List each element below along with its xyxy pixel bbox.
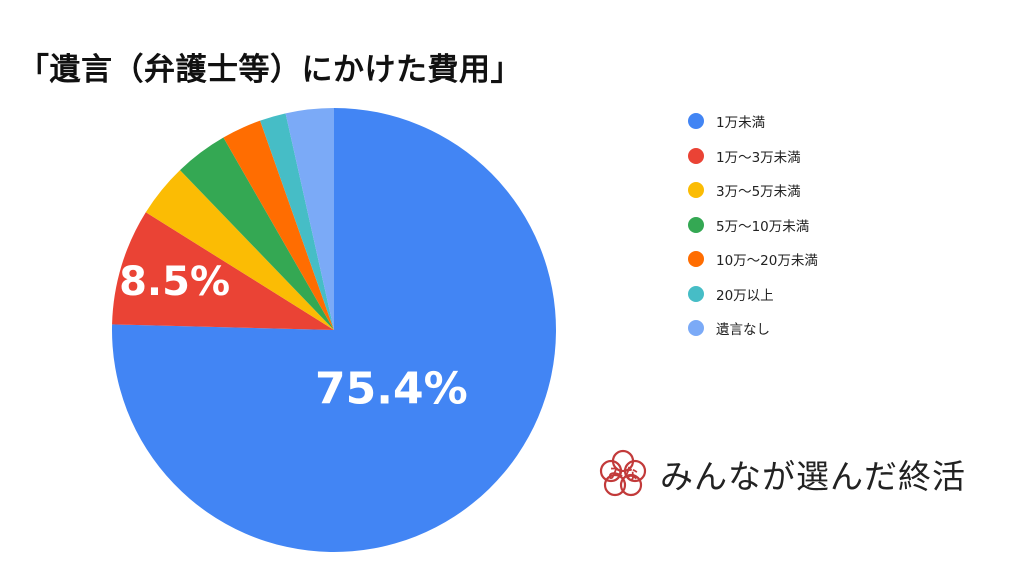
svg-text:みな: みな [608, 465, 638, 483]
pie-slice [180, 137, 334, 330]
data-label: 8.5% [119, 259, 230, 305]
pie-slice [260, 113, 334, 330]
pie-slice [145, 170, 334, 330]
legend-item: 10万〜20万未満 [688, 242, 818, 277]
legend-swatch [688, 113, 704, 130]
legend: 1万未満 1万〜3万未満 3万〜5万未満 5万〜10万未満 10万〜20万未満 20万以上… [688, 104, 818, 346]
legend-swatch [688, 251, 704, 268]
legend-item: 1万〜3万未満 [688, 139, 818, 174]
legend-item: 20万以上 [688, 277, 818, 312]
brand-seal-icon: みな [599, 449, 647, 497]
legend-label: 10万〜20万未満 [716, 253, 818, 270]
legend-label: 3万〜5万未満 [716, 184, 801, 201]
legend-item: 遺言なし [688, 311, 818, 346]
legend-swatch [688, 285, 704, 302]
legend-swatch [688, 320, 704, 337]
chart-title: 「遺言（弁護士等）にかけた費用」 [18, 52, 522, 88]
pie-slice [285, 108, 334, 330]
legend-swatch [688, 182, 704, 199]
legend-label: 1万未満 [716, 115, 766, 132]
legend-label: 5万〜10万未満 [716, 218, 810, 235]
legend-label: 20万以上 [716, 287, 774, 304]
pie-slice [112, 212, 335, 330]
brand-name: みんなが選んだ終活 [660, 457, 966, 496]
legend-label: 1万〜3万未満 [716, 149, 801, 166]
legend-item: 1万未満 [688, 104, 818, 139]
legend-swatch [688, 147, 704, 164]
legend-label: 遺言なし [716, 322, 770, 339]
brand-logo: みな みんなが選んだ終活 [596, 447, 966, 501]
pie-slice [223, 120, 334, 330]
legend-item: 3万〜5万未満 [688, 173, 818, 208]
legend-swatch [688, 216, 704, 233]
legend-item: 5万〜10万未満 [688, 208, 818, 243]
data-label: 75.4% [315, 363, 468, 414]
